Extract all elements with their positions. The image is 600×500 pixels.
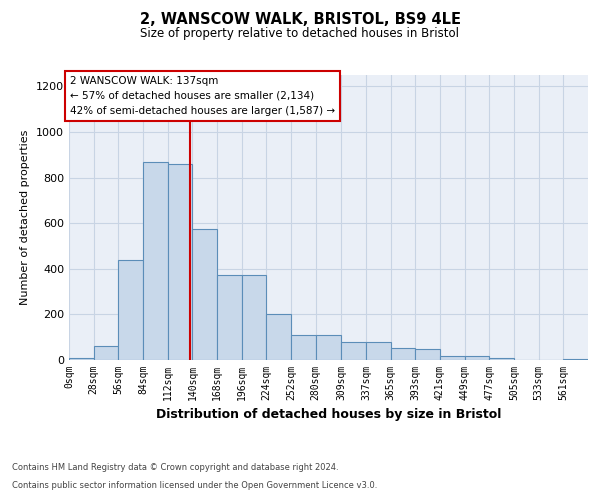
Bar (167, 164, 193, 360)
Bar (69, 358, 94, 360)
Text: 2, WANSCOW WALK, BRISTOL, BS9 4LE: 2, WANSCOW WALK, BRISTOL, BS9 4LE (139, 12, 461, 28)
Bar (316, 335, 341, 360)
Bar (242, 274, 266, 360)
Bar (217, 274, 242, 360)
Text: 2 WANSCOW WALK: 137sqm
← 57% of detached houses are smaller (2,134)
42% of semi-: 2 WANSCOW WALK: 137sqm ← 57% of detached… (70, 76, 335, 116)
Bar (563, 359, 588, 360)
Bar (143, 162, 167, 360)
Bar (490, 358, 514, 360)
Bar (94, 346, 118, 360)
Bar (341, 342, 366, 360)
Bar (291, 335, 316, 360)
X-axis label: Distribution of detached houses by size in Bristol: Distribution of detached houses by size … (156, 408, 501, 422)
Bar (440, 356, 464, 360)
Bar (193, 229, 217, 360)
Bar (391, 348, 415, 360)
Y-axis label: Number of detached properties: Number of detached properties (20, 130, 31, 305)
Bar (266, 314, 291, 360)
Text: Size of property relative to detached houses in Bristol: Size of property relative to detached ho… (140, 28, 460, 40)
Text: Contains HM Land Registry data © Crown copyright and database right 2024.: Contains HM Land Registry data © Crown c… (12, 464, 338, 472)
Bar (366, 342, 391, 360)
Bar (415, 350, 440, 360)
Bar (464, 356, 490, 360)
Text: Contains public sector information licensed under the Open Government Licence v3: Contains public sector information licen… (12, 481, 377, 490)
Bar (118, 260, 143, 360)
